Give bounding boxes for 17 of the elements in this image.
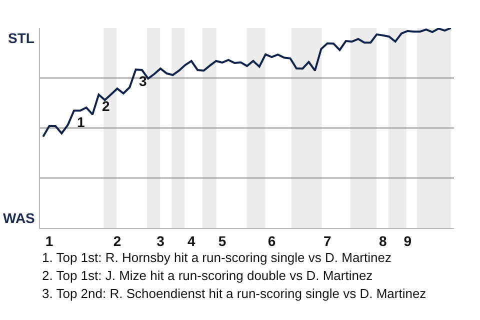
text: STL — [8, 30, 35, 46]
annotation: 2 — [102, 98, 110, 114]
x-tick-label: 5 — [218, 232, 226, 249]
x-tick-label: 6 — [268, 232, 276, 249]
text: WAS — [3, 210, 35, 226]
text: 2. Top 1st: J. Mize hit a run-scoring double vs D. Martinez — [42, 268, 373, 283]
x-tick-label: 1 — [45, 232, 54, 249]
annotation: 1 — [77, 114, 85, 130]
x-tick-label: 8 — [379, 232, 388, 249]
x-tick-label: 4 — [187, 232, 196, 249]
x-tick-label: 2 — [113, 232, 122, 249]
text: 1. Top 1st: R. Hornsby hit a run-scoring single vs D. Martinez — [42, 250, 392, 265]
x-tick-label: 3 — [156, 232, 165, 249]
x-tick-label: 7 — [323, 232, 332, 249]
annotation: 3 — [139, 73, 147, 89]
x-tick-label: 9 — [404, 232, 412, 249]
text: 3. Top 2nd: R. Schoendienst hit a run-scoring single vs D. Martinez — [42, 286, 426, 301]
